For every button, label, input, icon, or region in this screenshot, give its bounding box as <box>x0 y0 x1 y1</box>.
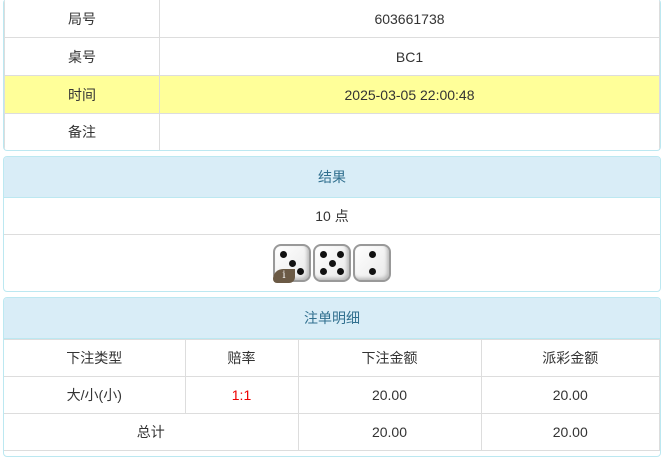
row-time: 时间 2025-03-05 22:00:48 <box>4 75 660 114</box>
row-round-id: 局号 603661738 <box>4 0 660 38</box>
label: 时间 <box>4 75 160 114</box>
value: BC1 <box>159 37 660 76</box>
bet-type: 大/小(小) <box>4 376 186 414</box>
info-icon[interactable]: i <box>273 269 295 283</box>
payout: 20.00 <box>480 376 660 414</box>
col-odds: 赔率 <box>184 339 299 377</box>
col-amount: 下注金额 <box>297 339 482 377</box>
label: 桌号 <box>4 37 160 76</box>
odds: 1:1 <box>184 376 299 414</box>
pip <box>320 268 327 275</box>
col-payout: 派彩金额 <box>480 339 660 377</box>
die-2 <box>353 244 391 282</box>
label: 备注 <box>4 113 160 150</box>
round-info-panel: 局号 603661738 桌号 BC1 时间 2025-03-05 22:00:48 … <box>3 0 661 151</box>
die-3: i <box>273 244 311 283</box>
value: 2025-03-05 22:00:48 <box>159 75 660 114</box>
value <box>159 113 660 150</box>
label: 局号 <box>4 0 160 38</box>
pip <box>280 251 287 258</box>
pip <box>320 251 327 258</box>
table-row: 大/小(小) 1:1 20.00 20.00 <box>4 376 660 414</box>
total-payout: 20.00 <box>480 413 660 451</box>
header-row: 下注类型 赔率 下注金额 派彩金额 <box>4 339 660 377</box>
value: 603661738 <box>159 0 660 38</box>
die-5 <box>313 244 351 282</box>
col-bet-type: 下注类型 <box>4 339 186 377</box>
pip <box>297 268 304 275</box>
bet-detail-panel: 注单明细 下注类型 赔率 下注金额 派彩金额 大/小(小) 1:1 20.00 … <box>3 297 661 457</box>
row-remark: 备注 <box>4 113 660 150</box>
dice-row: i <box>4 235 660 291</box>
pip <box>337 251 344 258</box>
row-table-id: 桌号 BC1 <box>4 37 660 76</box>
pip <box>368 268 376 275</box>
result-points: 10 点 <box>4 198 660 235</box>
pip <box>368 251 376 258</box>
pip <box>288 259 296 267</box>
total-row: 总计 20.00 20.00 <box>4 413 660 451</box>
total-amount: 20.00 <box>297 413 482 451</box>
amount: 20.00 <box>297 376 482 414</box>
pip <box>337 268 344 275</box>
result-panel: 结果 10 点 i <box>3 156 661 292</box>
pip <box>328 259 336 267</box>
result-title: 结果 <box>4 157 660 198</box>
bet-detail-title: 注单明细 <box>4 298 660 339</box>
total-label: 总计 <box>4 413 299 451</box>
